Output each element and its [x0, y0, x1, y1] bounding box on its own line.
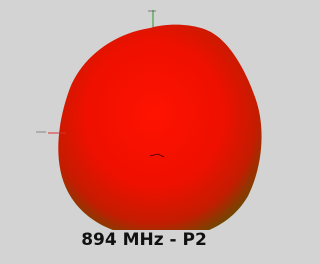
caption: 894 MHz - P2 — [0, 230, 288, 250]
pattern-surface — [58, 25, 261, 230]
radiation-pattern-view — [0, 0, 288, 230]
page: {"caption": "894 MHz - P2"} 894 MHz - P2… — [0, 0, 288, 264]
